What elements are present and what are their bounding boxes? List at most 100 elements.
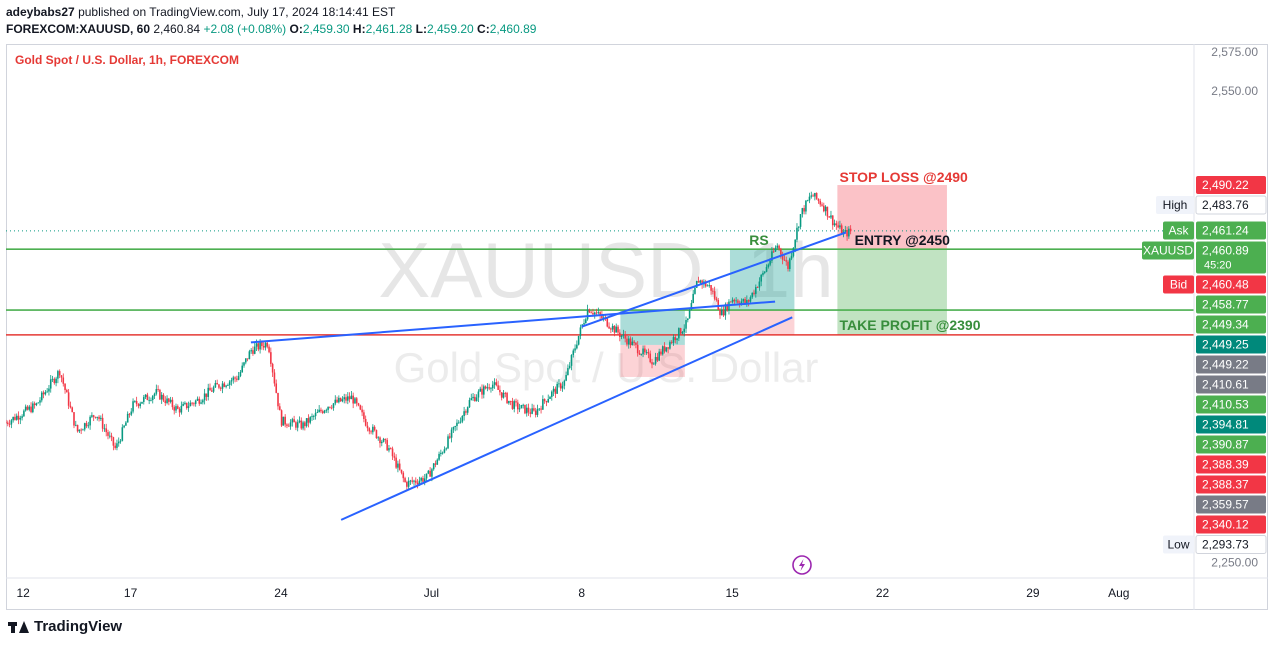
candle-body — [826, 206, 829, 217]
candle — [239, 370, 242, 378]
candle-body — [361, 409, 363, 413]
candle — [551, 390, 553, 401]
candle — [667, 347, 669, 354]
tradingview-footer[interactable]: TradingView — [8, 618, 122, 635]
candle — [164, 396, 167, 406]
candle-body — [150, 399, 152, 401]
candle-body — [742, 299, 745, 302]
candle — [481, 384, 483, 399]
candle — [19, 415, 22, 425]
price-label-tag: Ask — [1168, 224, 1189, 238]
published-text: published on TradingView.com, July 17, 2… — [78, 5, 396, 19]
lightning-icon[interactable] — [792, 555, 812, 575]
open-value: 2,459.30 — [302, 22, 350, 36]
candle — [459, 417, 462, 424]
candle — [282, 416, 285, 426]
candle-body — [672, 337, 675, 343]
candle-body — [694, 287, 696, 294]
candle — [311, 413, 313, 421]
price-label-bg — [1196, 315, 1266, 334]
candle-body — [210, 390, 213, 392]
candle-body — [128, 413, 131, 415]
candle-body — [48, 388, 50, 392]
candle-body — [538, 408, 541, 410]
watermark-symbol: XAUUSD, 1h — [378, 226, 833, 314]
candle-body — [330, 407, 333, 409]
candle — [672, 334, 675, 346]
candle-body — [123, 425, 125, 428]
symbol-interval[interactable]: FOREXCOM:XAUUSD, 60 — [6, 22, 151, 36]
candle — [346, 392, 349, 405]
candle — [525, 404, 528, 417]
candle — [506, 391, 508, 404]
candle — [35, 402, 38, 407]
candle-body — [368, 428, 371, 432]
time-axis-tick: 22 — [876, 586, 890, 600]
candle — [799, 213, 802, 230]
candle — [420, 476, 422, 483]
candle-body — [531, 408, 533, 414]
price-label: 2,394.81 — [1196, 415, 1266, 434]
low-value: 2,459.20 — [426, 22, 474, 36]
candle-body — [221, 383, 224, 389]
candle-body — [339, 397, 342, 402]
candle-body — [393, 456, 396, 458]
candle-body — [364, 419, 367, 426]
candle-body — [296, 422, 299, 428]
candle-body — [312, 416, 315, 417]
candle-body — [92, 415, 95, 417]
publisher-username[interactable]: adeybabs27 — [6, 5, 75, 19]
candle — [193, 402, 195, 407]
candle — [416, 479, 419, 489]
candle-body — [244, 358, 247, 363]
candle — [350, 390, 353, 400]
candle-body — [477, 391, 480, 398]
price-chart[interactable]: XAUUSD, 1h Gold Spot / U.S. Dollar STOP … — [6, 44, 1268, 610]
candle-body — [261, 342, 263, 347]
candle-body — [96, 416, 99, 418]
candle-body — [166, 398, 168, 404]
time-axis[interactable]: 12 17 24 Jul 8 15 22 29 Aug — [17, 586, 1130, 600]
candle-body — [246, 358, 249, 360]
candle-body — [801, 208, 804, 215]
candle-body — [796, 227, 798, 240]
candle-body — [302, 422, 304, 429]
candle-body — [746, 300, 748, 304]
candle-body — [747, 300, 750, 302]
candle-body — [740, 301, 743, 305]
candle-body — [454, 426, 456, 428]
candle-body — [499, 389, 501, 393]
candle — [323, 409, 326, 414]
candle — [82, 428, 84, 431]
candle — [549, 395, 551, 400]
candle — [776, 243, 779, 250]
candle — [400, 469, 403, 475]
candle-body — [105, 428, 108, 433]
candle-body — [774, 247, 777, 252]
price-label-value: 2,449.25 — [1202, 338, 1249, 352]
candle-body — [525, 407, 528, 414]
candle — [270, 347, 272, 367]
candle-body — [241, 365, 244, 373]
candle — [654, 352, 657, 366]
candle — [708, 281, 711, 288]
candle-body — [488, 387, 490, 389]
candle-body — [520, 405, 523, 409]
price-label-value: 2,460.48 — [1202, 278, 1249, 292]
candle-body — [647, 352, 650, 354]
candle-body — [209, 387, 211, 391]
candle-body — [277, 392, 279, 407]
candle-body — [160, 394, 163, 400]
candle-body — [837, 225, 839, 228]
candle — [432, 462, 435, 471]
candle-body — [273, 372, 276, 384]
price-label: 2,461.24 Ask — [1163, 221, 1266, 240]
candle-body — [449, 436, 451, 438]
candle — [302, 420, 304, 431]
candle-body — [502, 392, 505, 398]
candle — [436, 458, 439, 465]
candle-body — [196, 398, 199, 401]
candle — [227, 383, 229, 387]
candle — [447, 434, 449, 450]
candle-body — [443, 449, 446, 453]
